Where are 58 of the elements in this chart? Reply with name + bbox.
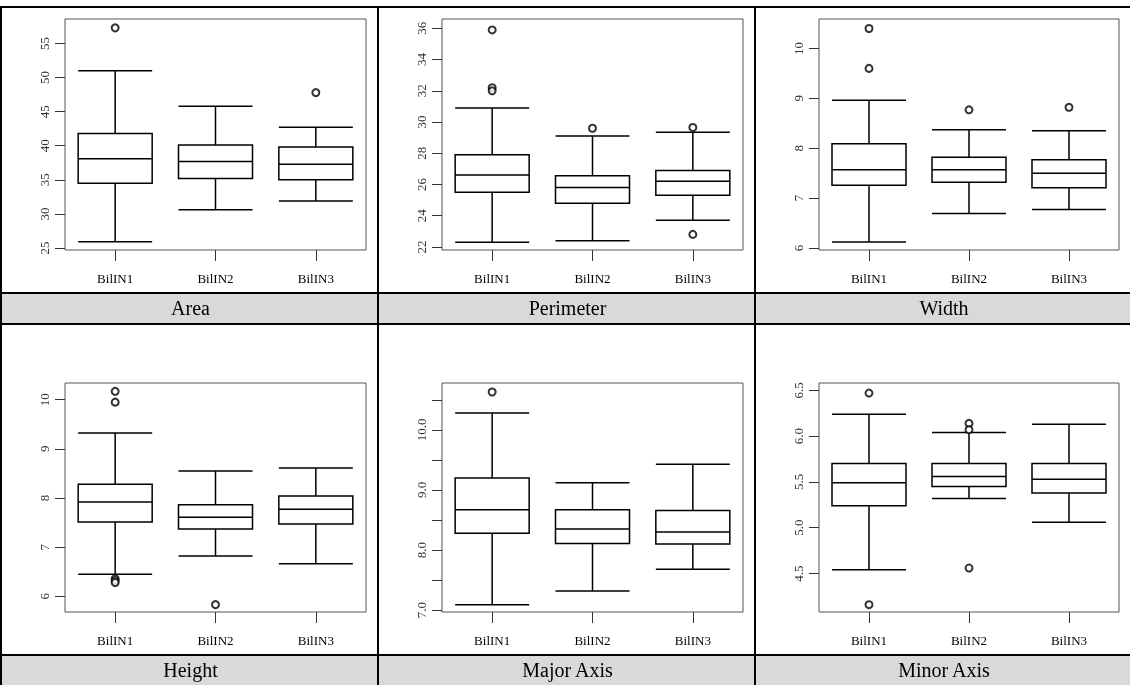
- y-tick-label: 6: [37, 592, 52, 600]
- y-tick-label: 9: [37, 445, 52, 453]
- x-tick-label: BilIN3: [1050, 633, 1088, 648]
- y-tick-label: 28: [414, 146, 429, 160]
- x-tick-label: BilIN2: [197, 271, 234, 286]
- y-tick-label: 50: [37, 71, 52, 85]
- y-tick-label: 36: [414, 21, 429, 35]
- text: Minor Axis: [756, 654, 1130, 685]
- text: Perimeter: [379, 292, 756, 323]
- y-tick-label: 8: [791, 144, 806, 152]
- y-tick-label: 26: [414, 177, 429, 191]
- x-tick-label: BilIN1: [97, 633, 134, 648]
- y-tick-label: 6.0: [791, 428, 806, 445]
- y-tick-label: 10: [791, 41, 806, 55]
- y-tick-label: 34: [414, 52, 429, 67]
- text: Width: [756, 292, 1130, 323]
- x-tick-label: BilIN3: [297, 271, 334, 286]
- y-tick-label: 25: [37, 241, 52, 255]
- y-tick-label: 30: [37, 207, 52, 221]
- y-tick-label: 30: [414, 115, 429, 129]
- x-tick-label: BilIN2: [950, 271, 988, 286]
- y-tick-label: 9: [791, 95, 806, 102]
- x-tick-label: BilIN1: [474, 633, 511, 648]
- y-tick-label: 55: [37, 37, 52, 51]
- y-tick-label: 5.5: [791, 473, 806, 491]
- x-tick-label: BilIN2: [197, 633, 234, 648]
- y-tick-label: 7.0: [414, 602, 429, 619]
- x-tick-label: BilIN3: [297, 633, 334, 648]
- y-tick-label: 40: [37, 139, 52, 153]
- x-tick-label: BilIN1: [850, 271, 888, 286]
- y-tick-label: 5.0: [791, 519, 806, 536]
- x-tick-label: BilIN1: [850, 633, 888, 648]
- text: Major Axis: [379, 654, 756, 685]
- y-tick-label: 35: [37, 173, 52, 187]
- x-tick-label: BilIN1: [97, 271, 134, 286]
- y-tick-label: 7: [37, 543, 52, 551]
- y-tick-label: 45: [37, 105, 52, 119]
- x-tick-label: BilIN2: [950, 633, 988, 648]
- y-tick-label: 24: [414, 208, 429, 223]
- text: Area: [2, 292, 379, 323]
- y-tick-label: 22: [414, 240, 429, 254]
- x-tick-label: BilIN2: [574, 633, 611, 648]
- x-tick-label: BilIN3: [674, 271, 711, 286]
- y-tick-label: 6: [791, 244, 806, 252]
- x-tick-label: BilIN1: [474, 271, 511, 286]
- y-tick-label: 8: [37, 494, 52, 502]
- y-tick-label: 8.0: [414, 541, 429, 559]
- y-tick-label: 10: [37, 393, 52, 407]
- x-tick-label: BilIN2: [574, 271, 611, 286]
- x-tick-label: BilIN3: [1050, 271, 1088, 286]
- y-tick-label: 4.5: [791, 565, 806, 582]
- y-tick-label: 10.0: [414, 418, 429, 442]
- text: Height: [2, 654, 379, 685]
- y-tick-label: 32: [414, 84, 429, 98]
- y-tick-label: 7: [791, 194, 806, 202]
- y-tick-label: 6.5: [791, 382, 806, 399]
- x-tick-label: BilIN3: [674, 633, 711, 648]
- y-tick-label: 9.0: [414, 481, 429, 499]
